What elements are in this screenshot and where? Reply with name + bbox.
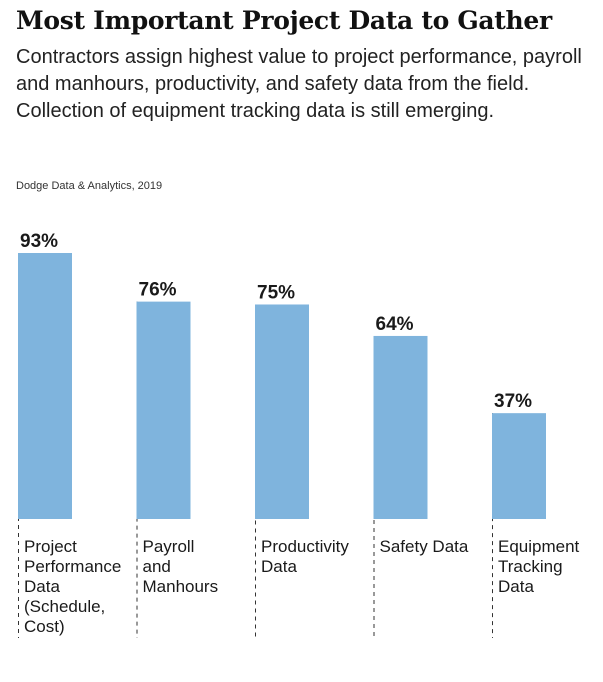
category-label: Payroll and Manhours [143, 537, 219, 596]
data-label: 93% [20, 231, 58, 252]
data-label: 64% [376, 314, 414, 335]
data-label: 76% [139, 280, 177, 301]
chart-title: Most Important Project Data to Gather [16, 6, 552, 35]
data-label: 75% [257, 282, 295, 303]
bar [492, 413, 546, 519]
bar [18, 253, 72, 519]
category-label: Safety Data [380, 537, 469, 556]
category-label: Equipment Tracking Data [498, 537, 580, 596]
category-label: Project Performance Data (Schedule, Cost) [24, 537, 121, 636]
data-label: 37% [494, 391, 532, 412]
bar [136, 301, 191, 519]
chart-subtitle: Contractors assign highest value to proj… [16, 46, 582, 122]
bar [373, 335, 428, 519]
category-label: Productivity Data [261, 537, 349, 576]
bar [255, 304, 309, 519]
source-note: Dodge Data & Analytics, 2019 [16, 180, 163, 192]
